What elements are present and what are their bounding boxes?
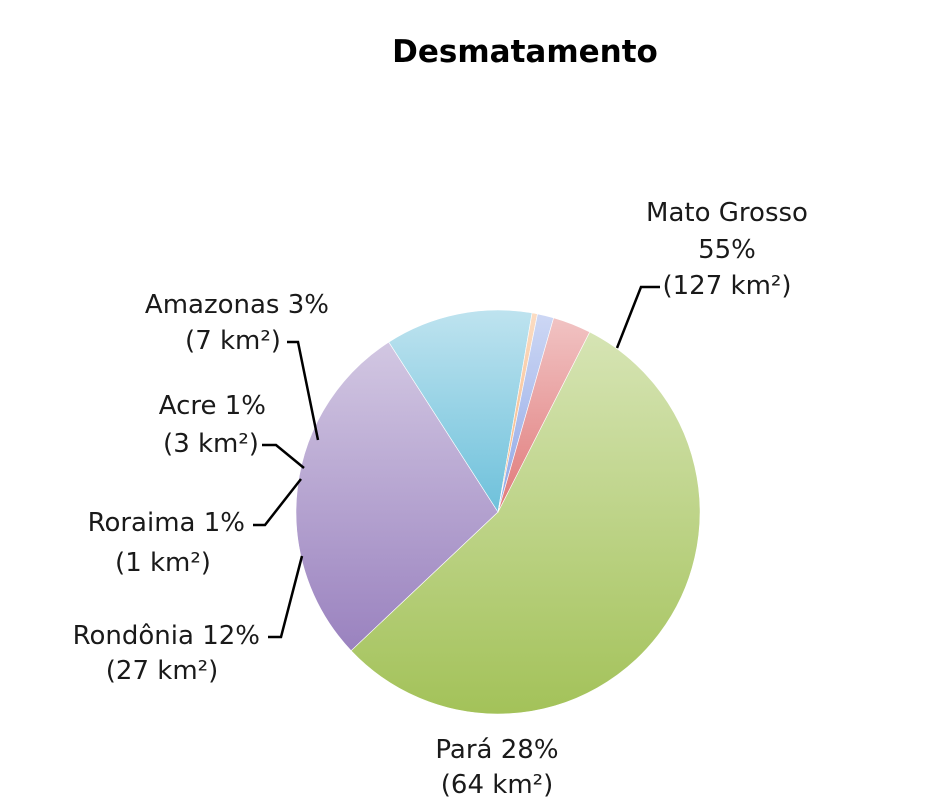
slice-label-rondonia: Rondônia 12% [73, 621, 260, 651]
slice-label-roraima: Roraima 1% [88, 508, 245, 538]
leader-line-amazonas [287, 340, 320, 441]
slice-label-para: Pará 28% [435, 735, 558, 765]
leader-line-roraima [253, 478, 302, 527]
pie-slice-rondonia [388, 309, 533, 513]
slice-area-label-acre: (3 km²) [163, 429, 259, 459]
chart-title: Desmatamento [392, 34, 658, 70]
slice-area-label-roraima: (1 km²) [115, 548, 211, 578]
slice-area-label-mato-grosso: (127 km²) [663, 271, 792, 301]
slice-area-label-para: (64 km²) [441, 770, 553, 800]
slice-labels: Mato Grosso 55% (127 km²) Pará 28% (64 km²) R… [73, 198, 808, 800]
leader-line-mato-grosso [615, 285, 660, 349]
pie-slice-mato-grosso [350, 331, 701, 715]
slice-area-label-rondonia: (27 km²) [106, 656, 218, 686]
leader-line-acre [262, 443, 305, 469]
slice-label-acre: Acre 1% [159, 391, 266, 421]
slice-label-mato-grosso: Mato Grosso [646, 198, 808, 228]
leader-line-rondonia [268, 555, 304, 639]
pie-slice-amazonas [497, 317, 591, 513]
slice-area-label-amazonas: (7 km²) [185, 326, 281, 356]
slice-label-amazonas: Amazonas 3% [145, 290, 329, 320]
pie-slices [295, 309, 701, 715]
slice-label-mato-grosso: 55% [698, 235, 756, 265]
pie-slice-para [295, 341, 499, 652]
leader-lines [253, 285, 660, 639]
